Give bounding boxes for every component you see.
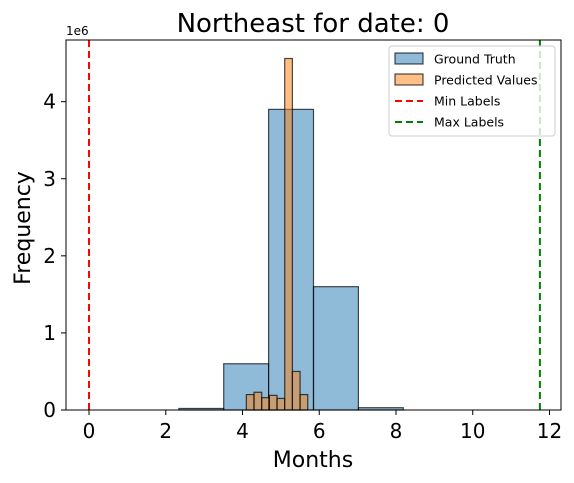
legend-box bbox=[388, 45, 556, 137]
legend-item-max-labels: Max Labels bbox=[395, 115, 504, 130]
predicted-values-bar-4 bbox=[276, 397, 286, 411]
legend-swatch-ground-truth bbox=[394, 52, 424, 65]
x-tick-label-6: 12 bbox=[537, 419, 562, 443]
x-axis-ticks: 0 2 4 6 8 10 12 bbox=[83, 410, 562, 443]
legend: Ground Truth Predicted Values Min Labels Ma… bbox=[388, 45, 556, 137]
plot-frame bbox=[65, 39, 562, 411]
y-axis-offset-label: 1e6 bbox=[66, 24, 89, 38]
x-axis-label: Months bbox=[273, 448, 353, 473]
predicted-values-bars bbox=[245, 57, 309, 411]
predicted-values-bar-7 bbox=[299, 393, 309, 411]
y-tick-label-3: 3 bbox=[43, 167, 56, 191]
y-axis-ticks: 0 1 2 3 4 bbox=[43, 90, 66, 422]
x-tick-label-0: 0 bbox=[83, 419, 96, 443]
legend-label-predicted-values: Predicted Values bbox=[434, 73, 538, 88]
y-tick-label-4: 4 bbox=[43, 90, 56, 114]
legend-entries: Ground Truth Predicted Values Min Labels Ma… bbox=[394, 52, 538, 130]
legend-label-ground-truth: Ground Truth bbox=[434, 52, 516, 67]
y-axis-label: Frequency bbox=[11, 171, 36, 285]
legend-item-predicted-values: Predicted Values bbox=[394, 73, 538, 88]
predicted-values-bar-2 bbox=[261, 397, 270, 411]
x-tick-label-2: 4 bbox=[236, 419, 249, 443]
predicted-values-bar-3 bbox=[268, 394, 278, 411]
legend-label-min-labels: Min Labels bbox=[434, 94, 500, 109]
legend-swatch-predicted-values bbox=[394, 73, 424, 86]
x-tick-label-5: 10 bbox=[460, 419, 485, 443]
y-tick-label-0: 0 bbox=[43, 398, 56, 422]
predicted-values-bar-0 bbox=[245, 393, 255, 411]
predicted-values-bar-6 bbox=[291, 370, 301, 411]
chart-title: Northeast for date: 0 bbox=[177, 9, 450, 39]
legend-item-min-labels: Min Labels bbox=[395, 94, 500, 109]
y-tick-label-2: 2 bbox=[43, 244, 56, 268]
predicted-values-bar-1 bbox=[253, 391, 263, 411]
x-tick-label-3: 6 bbox=[313, 419, 326, 443]
legend-item-ground-truth: Ground Truth bbox=[394, 52, 516, 67]
x-tick-label-1: 2 bbox=[159, 419, 172, 443]
ground-truth-bar-5 bbox=[312, 286, 359, 411]
y-tick-label-1: 1 bbox=[43, 321, 56, 345]
predicted-values-bar-5 bbox=[284, 57, 293, 411]
legend-label-max-labels: Max Labels bbox=[434, 115, 504, 130]
x-tick-label-4: 8 bbox=[390, 419, 403, 443]
